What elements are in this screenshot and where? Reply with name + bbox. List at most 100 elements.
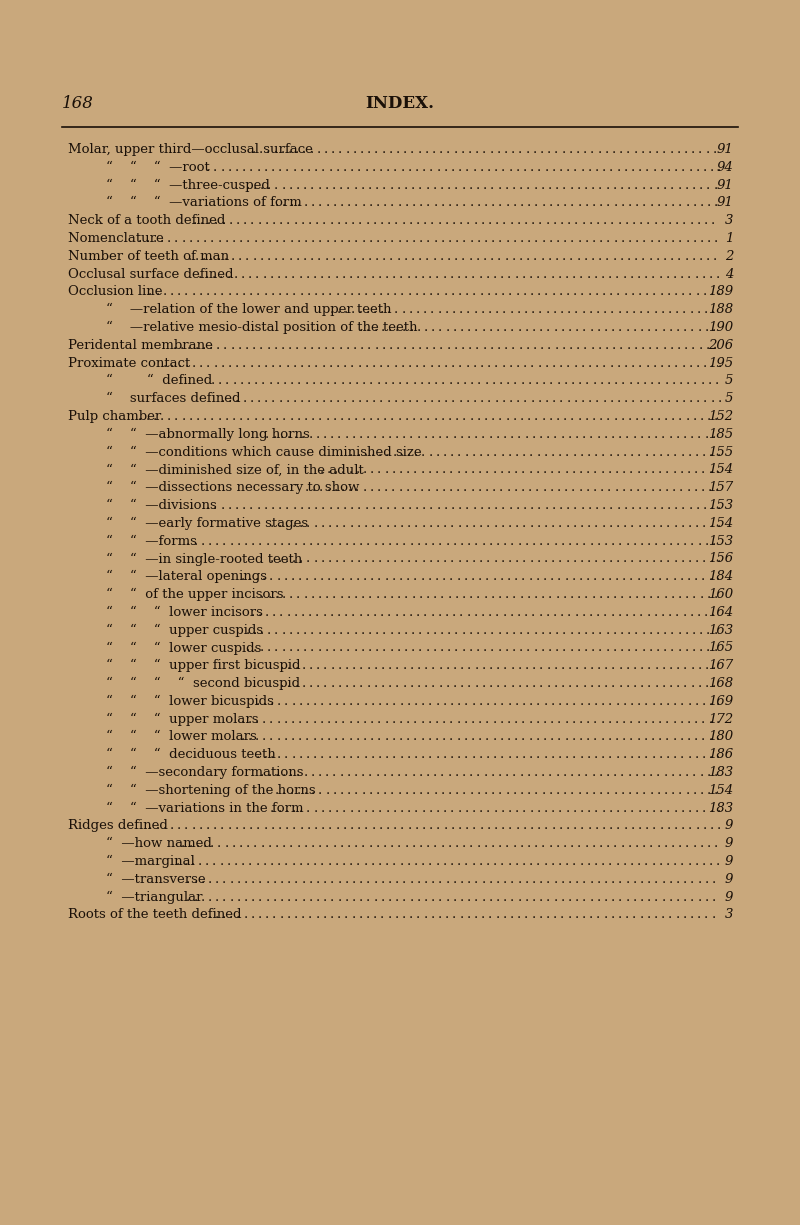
Text: .: .: [602, 552, 606, 566]
Text: .: .: [470, 784, 474, 796]
Text: .: .: [618, 321, 622, 334]
Text: .: .: [327, 713, 331, 725]
Text: .: .: [522, 517, 526, 529]
Text: .: .: [701, 463, 706, 477]
Text: .: .: [459, 214, 463, 227]
Text: .: .: [316, 677, 320, 690]
Text: .: .: [447, 766, 452, 779]
Text: .: .: [256, 160, 261, 174]
Text: .: .: [467, 891, 471, 904]
Text: Molar, upper third—occlusal surface: Molar, upper third—occlusal surface: [68, 143, 317, 156]
Text: .: .: [385, 730, 389, 744]
Text: .: .: [584, 837, 589, 850]
Text: .: .: [422, 160, 426, 174]
Text: .: .: [647, 659, 651, 673]
Text: .: .: [680, 730, 684, 744]
Text: .: .: [162, 820, 166, 833]
Text: .: .: [308, 214, 312, 227]
Text: .: .: [546, 659, 550, 673]
Text: .: .: [333, 784, 337, 796]
Text: .: .: [711, 909, 716, 921]
Text: .: .: [534, 375, 539, 387]
Text: .: .: [677, 339, 681, 352]
Text: .: .: [478, 695, 482, 708]
Text: .: .: [404, 766, 409, 779]
Text: .: .: [553, 606, 557, 619]
Text: .: .: [285, 285, 289, 299]
Text: .: .: [414, 730, 418, 744]
Text: .: .: [378, 801, 382, 815]
Text: .: .: [639, 214, 643, 227]
Text: .: .: [613, 250, 617, 263]
Text: .: .: [268, 232, 272, 245]
Text: .: .: [237, 891, 241, 904]
Text: Occlusal surface defined: Occlusal surface defined: [68, 267, 238, 281]
Text: .: .: [557, 481, 561, 494]
Text: .: .: [382, 837, 387, 850]
Text: .: .: [280, 891, 284, 904]
Text: .: .: [237, 534, 241, 548]
Text: .: .: [608, 446, 613, 458]
Text: .: .: [400, 820, 404, 833]
Text: .: .: [539, 891, 543, 904]
Text: .: .: [522, 267, 526, 281]
Text: .: .: [426, 784, 430, 796]
Text: .: .: [430, 304, 434, 316]
Text: .: .: [379, 356, 383, 370]
Text: .: .: [500, 267, 504, 281]
Text: .: .: [322, 356, 326, 370]
Text: .: .: [414, 552, 418, 566]
Text: .: .: [565, 713, 569, 725]
Text: .: .: [464, 730, 468, 744]
Text: .: .: [306, 267, 310, 281]
Text: .: .: [668, 304, 672, 316]
Text: .: .: [678, 624, 682, 637]
Text: .: .: [374, 872, 378, 886]
Text: .: .: [395, 677, 399, 690]
Text: .: .: [555, 588, 560, 601]
Text: .: .: [298, 713, 302, 725]
Text: .: .: [479, 285, 483, 299]
Text: .: .: [431, 321, 435, 334]
Text: .: .: [493, 855, 498, 869]
Text: .: .: [381, 677, 385, 690]
Text: .: .: [700, 196, 704, 209]
Text: .: .: [514, 267, 518, 281]
Text: .: .: [299, 801, 303, 815]
Text: .: .: [337, 214, 341, 227]
Text: .: .: [490, 837, 495, 850]
Text: .: .: [374, 143, 378, 156]
Text: .: .: [609, 552, 613, 566]
Text: .: .: [705, 677, 709, 690]
Text: .: .: [625, 428, 630, 441]
Text: .: .: [289, 642, 293, 654]
Text: .: .: [256, 820, 260, 833]
Text: .: .: [593, 375, 597, 387]
Text: .: .: [520, 784, 524, 796]
Text: .: .: [516, 392, 520, 405]
Text: .: .: [602, 392, 606, 405]
Text: .: .: [486, 285, 490, 299]
Text: .: .: [572, 855, 577, 869]
Text: .: .: [296, 624, 300, 637]
Text: .: .: [370, 446, 375, 458]
Text: .: .: [522, 552, 526, 566]
Text: .: .: [249, 499, 254, 512]
Text: .: .: [698, 143, 702, 156]
Text: .: .: [381, 891, 385, 904]
Text: .: .: [688, 160, 693, 174]
Text: .: .: [642, 250, 646, 263]
Text: .: .: [381, 534, 385, 548]
Text: .: .: [221, 356, 225, 370]
Text: “    “    “  —variations of form: “ “ “ —variations of form: [106, 196, 306, 209]
Text: .: .: [373, 428, 378, 441]
Text: .: .: [385, 267, 389, 281]
Text: “    “    “  upper molars: “ “ “ upper molars: [106, 713, 262, 726]
Text: .: .: [242, 356, 246, 370]
Text: .: .: [346, 837, 351, 850]
Text: .: .: [541, 766, 546, 779]
Text: .: .: [418, 642, 422, 654]
Text: .: .: [319, 463, 324, 477]
Text: .: .: [376, 232, 380, 245]
Text: .: .: [592, 232, 596, 245]
